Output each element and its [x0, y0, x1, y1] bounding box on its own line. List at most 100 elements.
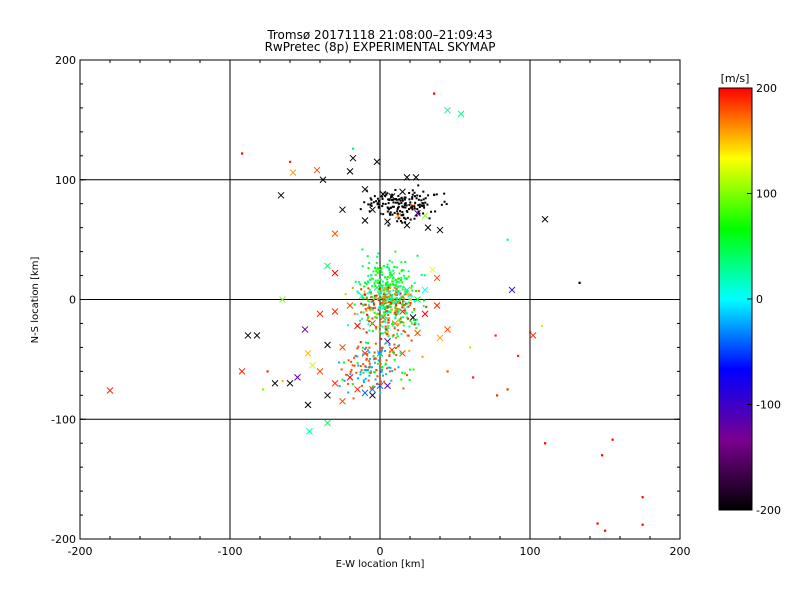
cloud-dot — [433, 194, 436, 197]
cloud-dot — [417, 322, 420, 325]
cloud-dot — [389, 286, 392, 289]
data-cross — [529, 332, 537, 339]
cloud-dot — [385, 328, 388, 331]
cloud-dot — [391, 299, 394, 302]
data-dot — [352, 147, 355, 150]
cloud-dot — [406, 334, 409, 337]
cloud-dot — [398, 300, 401, 303]
cloud-dot — [409, 368, 412, 371]
cloud-dot — [384, 194, 387, 197]
cloud-dot — [387, 366, 390, 369]
cloud-dot — [349, 370, 352, 373]
cloud-dot — [379, 212, 382, 215]
data-cross-stroke — [319, 176, 327, 184]
cloud-dot — [374, 316, 377, 319]
data-cross — [361, 389, 369, 397]
cloud-dot — [413, 191, 416, 194]
cloud-dot — [387, 266, 390, 269]
cloud-dot — [380, 337, 383, 340]
cloud-dot — [396, 208, 399, 211]
cloud-dot — [368, 351, 371, 354]
cloud-dot — [405, 293, 408, 296]
cloud-dot — [355, 371, 358, 374]
data-cross-stroke — [301, 326, 309, 333]
cloud-dot — [368, 357, 371, 360]
cloud-dot — [393, 358, 396, 361]
data-cross — [304, 401, 312, 409]
cloud-dot — [384, 286, 387, 289]
cloud-dot — [368, 329, 371, 332]
data-cross-stroke — [304, 401, 312, 409]
cloud-dot — [396, 332, 399, 335]
data-cross-stroke — [286, 379, 294, 387]
data-cross-stroke — [346, 373, 354, 381]
cloud-dot — [381, 301, 384, 304]
data-cross-stroke — [403, 221, 411, 229]
cloud-dot — [394, 250, 397, 253]
cloud-dot — [376, 375, 379, 378]
data-cross-stroke — [106, 387, 114, 394]
cloud-dot — [411, 193, 414, 196]
cloud-dot — [393, 286, 396, 289]
cloud-dot — [347, 359, 350, 362]
cloud-dot — [361, 265, 364, 268]
cloud-dot — [397, 194, 400, 197]
cloud-dot — [392, 269, 395, 272]
data-cross-stroke — [444, 326, 451, 333]
cloud-dot — [371, 296, 374, 299]
cloud-dot — [377, 292, 380, 295]
data-cross-stroke — [394, 212, 402, 220]
cloud-dot — [423, 274, 426, 277]
cloud-dot — [409, 320, 412, 323]
cloud-dot — [382, 374, 385, 377]
data-cross-stroke — [279, 296, 286, 303]
cloud-dot — [373, 311, 376, 314]
data-cross — [457, 110, 465, 118]
cloud-dot — [376, 281, 379, 284]
cloud-dot — [422, 204, 425, 207]
data-cross — [339, 397, 346, 405]
cloud-dot — [385, 283, 388, 286]
cloud-dot — [369, 309, 372, 312]
cloud-dot — [380, 351, 383, 354]
cloud-dot — [402, 286, 405, 289]
cloud-dot — [409, 293, 412, 296]
data-cross — [369, 385, 376, 393]
cloud-dot — [394, 306, 397, 309]
cloud-dot — [382, 311, 385, 314]
cloud-dot — [404, 330, 407, 333]
cloud-dot — [400, 278, 403, 281]
cloud-dot — [375, 270, 378, 273]
cloud-dot — [387, 324, 390, 327]
cloud-dot — [393, 265, 396, 268]
cloud-dot — [364, 377, 367, 380]
data-cross — [403, 221, 411, 229]
cloud-dot — [365, 358, 368, 361]
cloud-dot — [392, 205, 395, 208]
cloud-dot — [377, 352, 380, 355]
cloud-dot — [370, 277, 373, 280]
data-cross-stroke — [313, 166, 321, 174]
cloud-dot — [390, 296, 393, 299]
data-cross-stroke — [373, 158, 381, 166]
cloud-dot — [372, 385, 375, 388]
cloud-dot — [378, 287, 381, 290]
data-dot — [266, 370, 269, 373]
cloud-dot — [397, 366, 400, 369]
cloud-dot — [387, 321, 390, 324]
cloud-dot — [401, 199, 404, 202]
cloud-dot — [418, 212, 421, 215]
data-cross — [384, 218, 391, 226]
cloud-dot — [368, 371, 371, 374]
data-cross-stroke — [354, 322, 361, 330]
cloud-dot — [363, 290, 366, 293]
cloud-dot — [366, 313, 369, 316]
cloud-dot — [383, 191, 386, 194]
x-tick-label: 0 — [377, 545, 384, 558]
cloud-dot — [423, 206, 426, 209]
cloud-dot — [373, 361, 376, 364]
cloud-dot — [408, 378, 411, 381]
cloud-dot — [417, 184, 420, 187]
data-dot — [641, 523, 644, 526]
cloud-dot — [386, 301, 389, 304]
